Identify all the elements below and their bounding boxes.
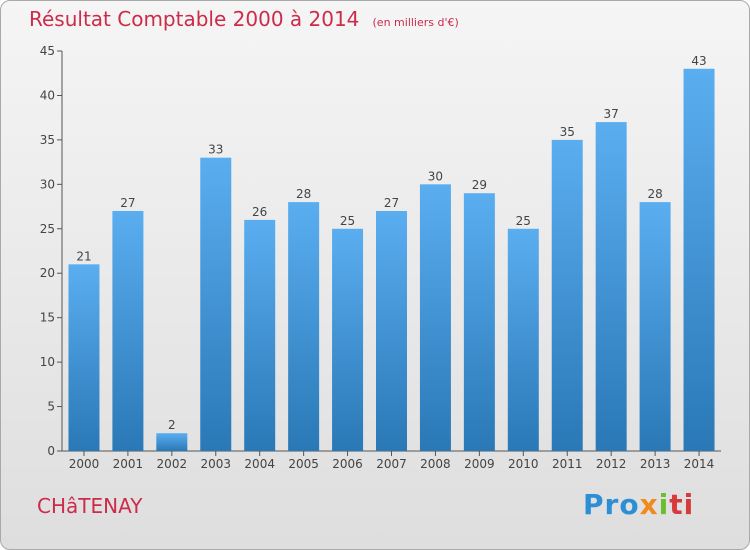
bar-2010	[507, 228, 539, 451]
x-tick-label-2014: 2014	[684, 457, 715, 471]
y-tick-label: 0	[47, 444, 55, 458]
x-tick-label-2002: 2002	[157, 457, 188, 471]
bar-2001	[112, 211, 144, 451]
y-tick-label: 45	[40, 44, 55, 58]
title-row: Résultat Comptable 2000 à 2014 (en milli…	[29, 7, 459, 31]
bar-2007	[376, 211, 407, 451]
data-label-2013: 28	[647, 187, 662, 201]
y-tick-label: 15	[40, 311, 55, 325]
x-tick-label-2004: 2004	[244, 457, 275, 471]
commune-name: CHâTENAY	[37, 494, 143, 518]
x-tick-label-2008: 2008	[420, 457, 451, 471]
proxiti-logo: Proxiti	[583, 488, 695, 521]
x-tick-label-2003: 2003	[200, 457, 231, 471]
bar-2008	[419, 184, 451, 452]
x-tick-label-2010: 2010	[508, 457, 539, 471]
y-tick-label: 5	[47, 400, 55, 414]
y-tick-label: 40	[40, 88, 55, 102]
x-tick-label-2001: 2001	[113, 457, 144, 471]
x-tick-label-2012: 2012	[596, 457, 627, 471]
data-label-2005: 28	[296, 187, 311, 201]
data-label-2000: 21	[76, 249, 91, 263]
bar-2009	[463, 193, 495, 451]
bar-2006	[332, 228, 364, 451]
chart-subtitle: (en milliers d'€)	[372, 16, 459, 29]
bar-2012	[595, 122, 627, 451]
x-tick-label-2006: 2006	[332, 457, 363, 471]
data-label-2004: 26	[252, 205, 267, 219]
x-tick-label-2009: 2009	[464, 457, 495, 471]
data-label-2014: 43	[691, 54, 706, 68]
bar-2013	[639, 202, 671, 451]
y-tick-label: 35	[40, 133, 55, 147]
data-label-2011: 35	[560, 125, 575, 139]
bar-2003	[200, 157, 232, 451]
y-tick-label: 25	[40, 222, 55, 236]
y-tick-label: 20	[40, 266, 55, 280]
data-label-2002: 2	[168, 418, 176, 432]
bar-2014	[683, 68, 715, 452]
bar-2011	[551, 139, 583, 451]
data-label-2007: 27	[384, 196, 399, 210]
bar-2002	[156, 433, 188, 451]
data-label-2003: 33	[208, 143, 223, 157]
x-tick-label-2000: 2000	[69, 457, 100, 471]
data-label-2008: 30	[428, 169, 443, 183]
data-label-2012: 37	[604, 107, 619, 121]
data-label-2006: 25	[340, 214, 355, 228]
data-label-2009: 29	[472, 178, 487, 192]
bar-2005	[288, 202, 320, 451]
data-label-2001: 27	[120, 196, 135, 210]
y-tick-label: 10	[40, 355, 55, 369]
bar-2000	[68, 264, 100, 451]
x-tick-label-2007: 2007	[376, 457, 407, 471]
y-tick-label: 30	[40, 177, 55, 191]
x-tick-label-2005: 2005	[288, 457, 319, 471]
x-tick-label-2011: 2011	[552, 457, 583, 471]
chart-title: Résultat Comptable 2000 à 2014	[29, 7, 360, 31]
bar-2004	[244, 219, 276, 451]
x-tick-label-2013: 2013	[640, 457, 671, 471]
data-label-2010: 25	[516, 214, 531, 228]
